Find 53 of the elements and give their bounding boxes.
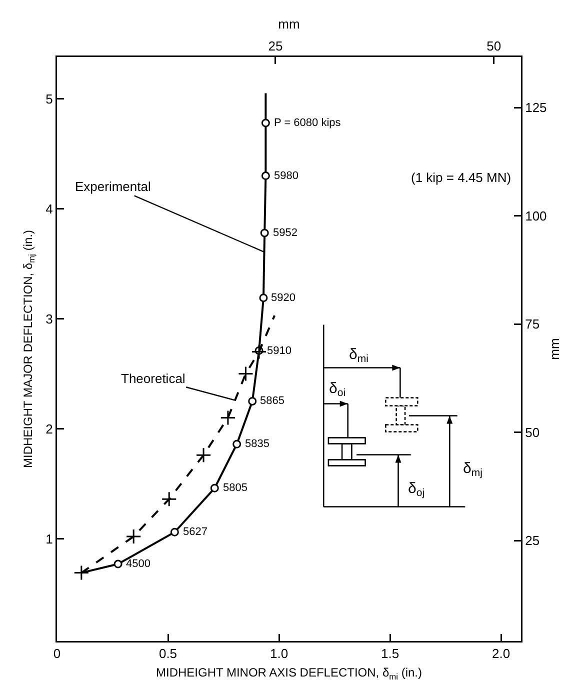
x-tick-label: 0.5 (158, 646, 178, 662)
x-axis-title: MIDHEIGHT MINOR AXIS DEFLECTION, δ$_{mi}$ (in.) (156, 666, 422, 682)
x-tick-label: 2.0 (492, 646, 510, 662)
y-tick-label: 4 (46, 201, 53, 216)
point (248, 396, 257, 406)
annotation: δ$_{oj}$ (408, 480, 425, 500)
x2-tick-label: 25 (268, 38, 283, 54)
y2-tick-label: 50 (525, 424, 540, 440)
point (232, 440, 242, 448)
annotation: 5805 (223, 482, 248, 494)
point (210, 484, 219, 492)
x2-axis-title: mm (278, 16, 300, 32)
x-tick-label: 1.0 (270, 646, 288, 662)
annotation: δ$_{mi}$ (349, 346, 368, 366)
y2-tick-label: 100 (525, 208, 547, 224)
annotation: Experimental (75, 179, 151, 194)
point (74, 565, 90, 581)
x2-tick-label: 50 (486, 38, 502, 54)
point (161, 491, 177, 507)
y-tick-label: 1 (46, 531, 53, 546)
point (114, 560, 122, 568)
annotation: δ$_{oi}$ (329, 380, 346, 400)
annotation: 5910 (267, 345, 292, 357)
x-tick-label: 0 (53, 646, 61, 662)
y2-tick-label: 75 (525, 316, 540, 332)
annotation: 5980 (274, 170, 298, 182)
point (261, 172, 270, 180)
y2-tick-label: 25 (525, 533, 540, 548)
annotation: 5627 (183, 526, 208, 538)
point (259, 294, 268, 302)
annotation: δ$_{mj}$ (463, 460, 482, 480)
point (126, 528, 142, 544)
point (260, 228, 269, 238)
annotation: 5835 (245, 438, 270, 450)
point (196, 447, 212, 463)
y-tick-label: 3 (46, 311, 53, 326)
x-tick-label: 1.5 (380, 646, 400, 662)
point (251, 344, 267, 360)
y2-axis-title: mm (547, 338, 562, 360)
annotation: Theoretical (121, 371, 186, 386)
point (261, 118, 270, 128)
point (238, 366, 254, 382)
annotation: 5865 (260, 395, 284, 407)
y2-tick-label: 125 (525, 100, 547, 116)
y-tick-label: 5 (46, 91, 53, 106)
annotation: 5952 (273, 227, 298, 239)
point (170, 528, 179, 536)
annotation: 4500 (126, 558, 150, 570)
annotation: (1 kip = 4.45 MN) (411, 170, 512, 185)
point (220, 410, 236, 426)
y-tick-label: 2 (46, 421, 53, 436)
annotation: 5920 (271, 292, 296, 304)
annotation: P = 6080 kips (274, 117, 342, 129)
